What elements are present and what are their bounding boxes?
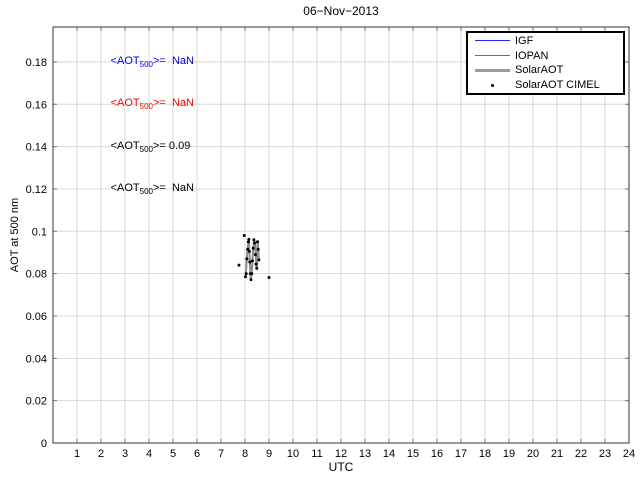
- x-tick-label: 13: [359, 448, 371, 460]
- series-marker-solaraot-cimel: [243, 275, 247, 279]
- legend-item-solaraot-cimel: SolarAOT CIMEL: [468, 78, 623, 92]
- series-marker-solaraot-cimel: [250, 259, 254, 263]
- x-tick-label: 14: [383, 448, 395, 460]
- chart-title: 06−Nov−2013: [303, 4, 379, 18]
- x-tick-label: 21: [551, 448, 563, 460]
- x-tick-label: 15: [407, 448, 419, 460]
- x-tick-label: 7: [218, 448, 224, 460]
- aot-mean-annotation-4: <AOT500>= NaN: [110, 181, 194, 197]
- series-marker-solaraot-cimel: [248, 260, 252, 264]
- y-tick-label: 0.08: [26, 269, 47, 281]
- series-marker-solaraot-cimel: [247, 237, 251, 241]
- x-tick-label: 20: [527, 448, 539, 460]
- legend-item-igf: IGF: [468, 34, 623, 48]
- series-marker-solaraot-cimel: [252, 238, 256, 242]
- series-marker-solaraot-cimel: [254, 262, 258, 266]
- legend-line-sample-igf: [475, 40, 510, 42]
- series-marker-solaraot-cimel: [245, 257, 249, 261]
- x-tick-label: 18: [479, 448, 491, 460]
- x-tick-label: 17: [455, 448, 467, 460]
- series-marker-solaraot-cimel: [251, 246, 255, 250]
- y-tick-label: 0.16: [26, 99, 47, 111]
- y-tick-label: 0.12: [26, 184, 47, 196]
- legend-item-solaraot: SolarAOT: [468, 63, 623, 77]
- x-tick-label: 23: [599, 448, 611, 460]
- legend-label-solaraot-cimel: SolarAOT CIMEL: [515, 79, 600, 92]
- axes-frame: [52, 26, 630, 444]
- series-marker-solaraot-cimel: [242, 234, 246, 238]
- x-tick-label: 16: [431, 448, 443, 460]
- x-tick-label: 5: [170, 448, 176, 460]
- series-marker-solaraot-cimel: [256, 247, 260, 251]
- x-tick-label: 24: [623, 448, 635, 460]
- legend-line-sample-solaraot: [475, 68, 510, 72]
- legend-item-iopan: IOPAN: [468, 49, 623, 63]
- series-marker-solaraot-cimel: [267, 275, 271, 279]
- x-tick-label: 9: [266, 448, 272, 460]
- x-tick-label: 3: [122, 448, 128, 460]
- legend-marker-sample-solaraot-cimel: [475, 83, 510, 87]
- x-tick-label: 22: [575, 448, 587, 460]
- series-marker-solaraot-cimel: [253, 241, 257, 245]
- y-tick-label: 0.02: [26, 396, 47, 408]
- series-marker-solaraot-cimel: [247, 249, 251, 253]
- x-tick-label: 4: [146, 448, 152, 460]
- aot-mean-annotation-3: <AOT500>= 0.09: [110, 139, 191, 154]
- legend-label-igf: IGF: [515, 34, 534, 47]
- legend: IGF IOPAN SolarAOT SolarAOT CIMEL: [466, 31, 625, 95]
- series-marker-solaraot-cimel: [249, 278, 253, 282]
- y-tick-label: 0.1: [32, 226, 47, 238]
- legend-label-solaraot: SolarAOT: [515, 64, 564, 77]
- x-axis-label: UTC: [328, 460, 354, 474]
- x-tick-label: 6: [194, 448, 200, 460]
- legend-label-iopan: IOPAN: [515, 49, 549, 62]
- x-tick-label: 12: [335, 448, 347, 460]
- y-axis-label: AOT at 500 nm: [9, 197, 21, 273]
- series-marker-solaraot-cimel: [246, 247, 250, 251]
- legend-line-sample-iopan: [475, 55, 510, 57]
- x-tick-label: 10: [287, 448, 299, 460]
- aot-mean-annotation-2: <AOT500>= NaN: [110, 97, 194, 112]
- series-marker-solaraot-cimel: [246, 240, 250, 244]
- series-marker-solaraot-cimel: [237, 263, 241, 267]
- x-tick-label: 1: [74, 448, 80, 460]
- x-tick-label: 11: [311, 448, 322, 460]
- series-marker-solaraot-cimel: [250, 272, 254, 276]
- y-tick-label: 0.14: [26, 142, 47, 154]
- series-marker-solaraot-cimel: [255, 240, 259, 244]
- y-tick-label: 0.18: [26, 57, 47, 69]
- x-tick-label: 2: [98, 448, 104, 460]
- series-marker-solaraot-cimel: [257, 258, 261, 262]
- aot-mean-annotation-1: <AOT500>= NaN: [110, 54, 194, 70]
- series-marker-solaraot-cimel: [255, 266, 259, 270]
- series-marker-solaraot-cimel: [244, 272, 248, 276]
- series-marker-solaraot-cimel: [253, 253, 257, 257]
- y-tick-label: 0.04: [26, 353, 47, 365]
- x-tick-label: 8: [242, 448, 248, 460]
- y-tick-label: 0.06: [26, 311, 47, 323]
- y-tick-label: 0: [41, 438, 47, 450]
- x-tick-label: 19: [503, 448, 515, 460]
